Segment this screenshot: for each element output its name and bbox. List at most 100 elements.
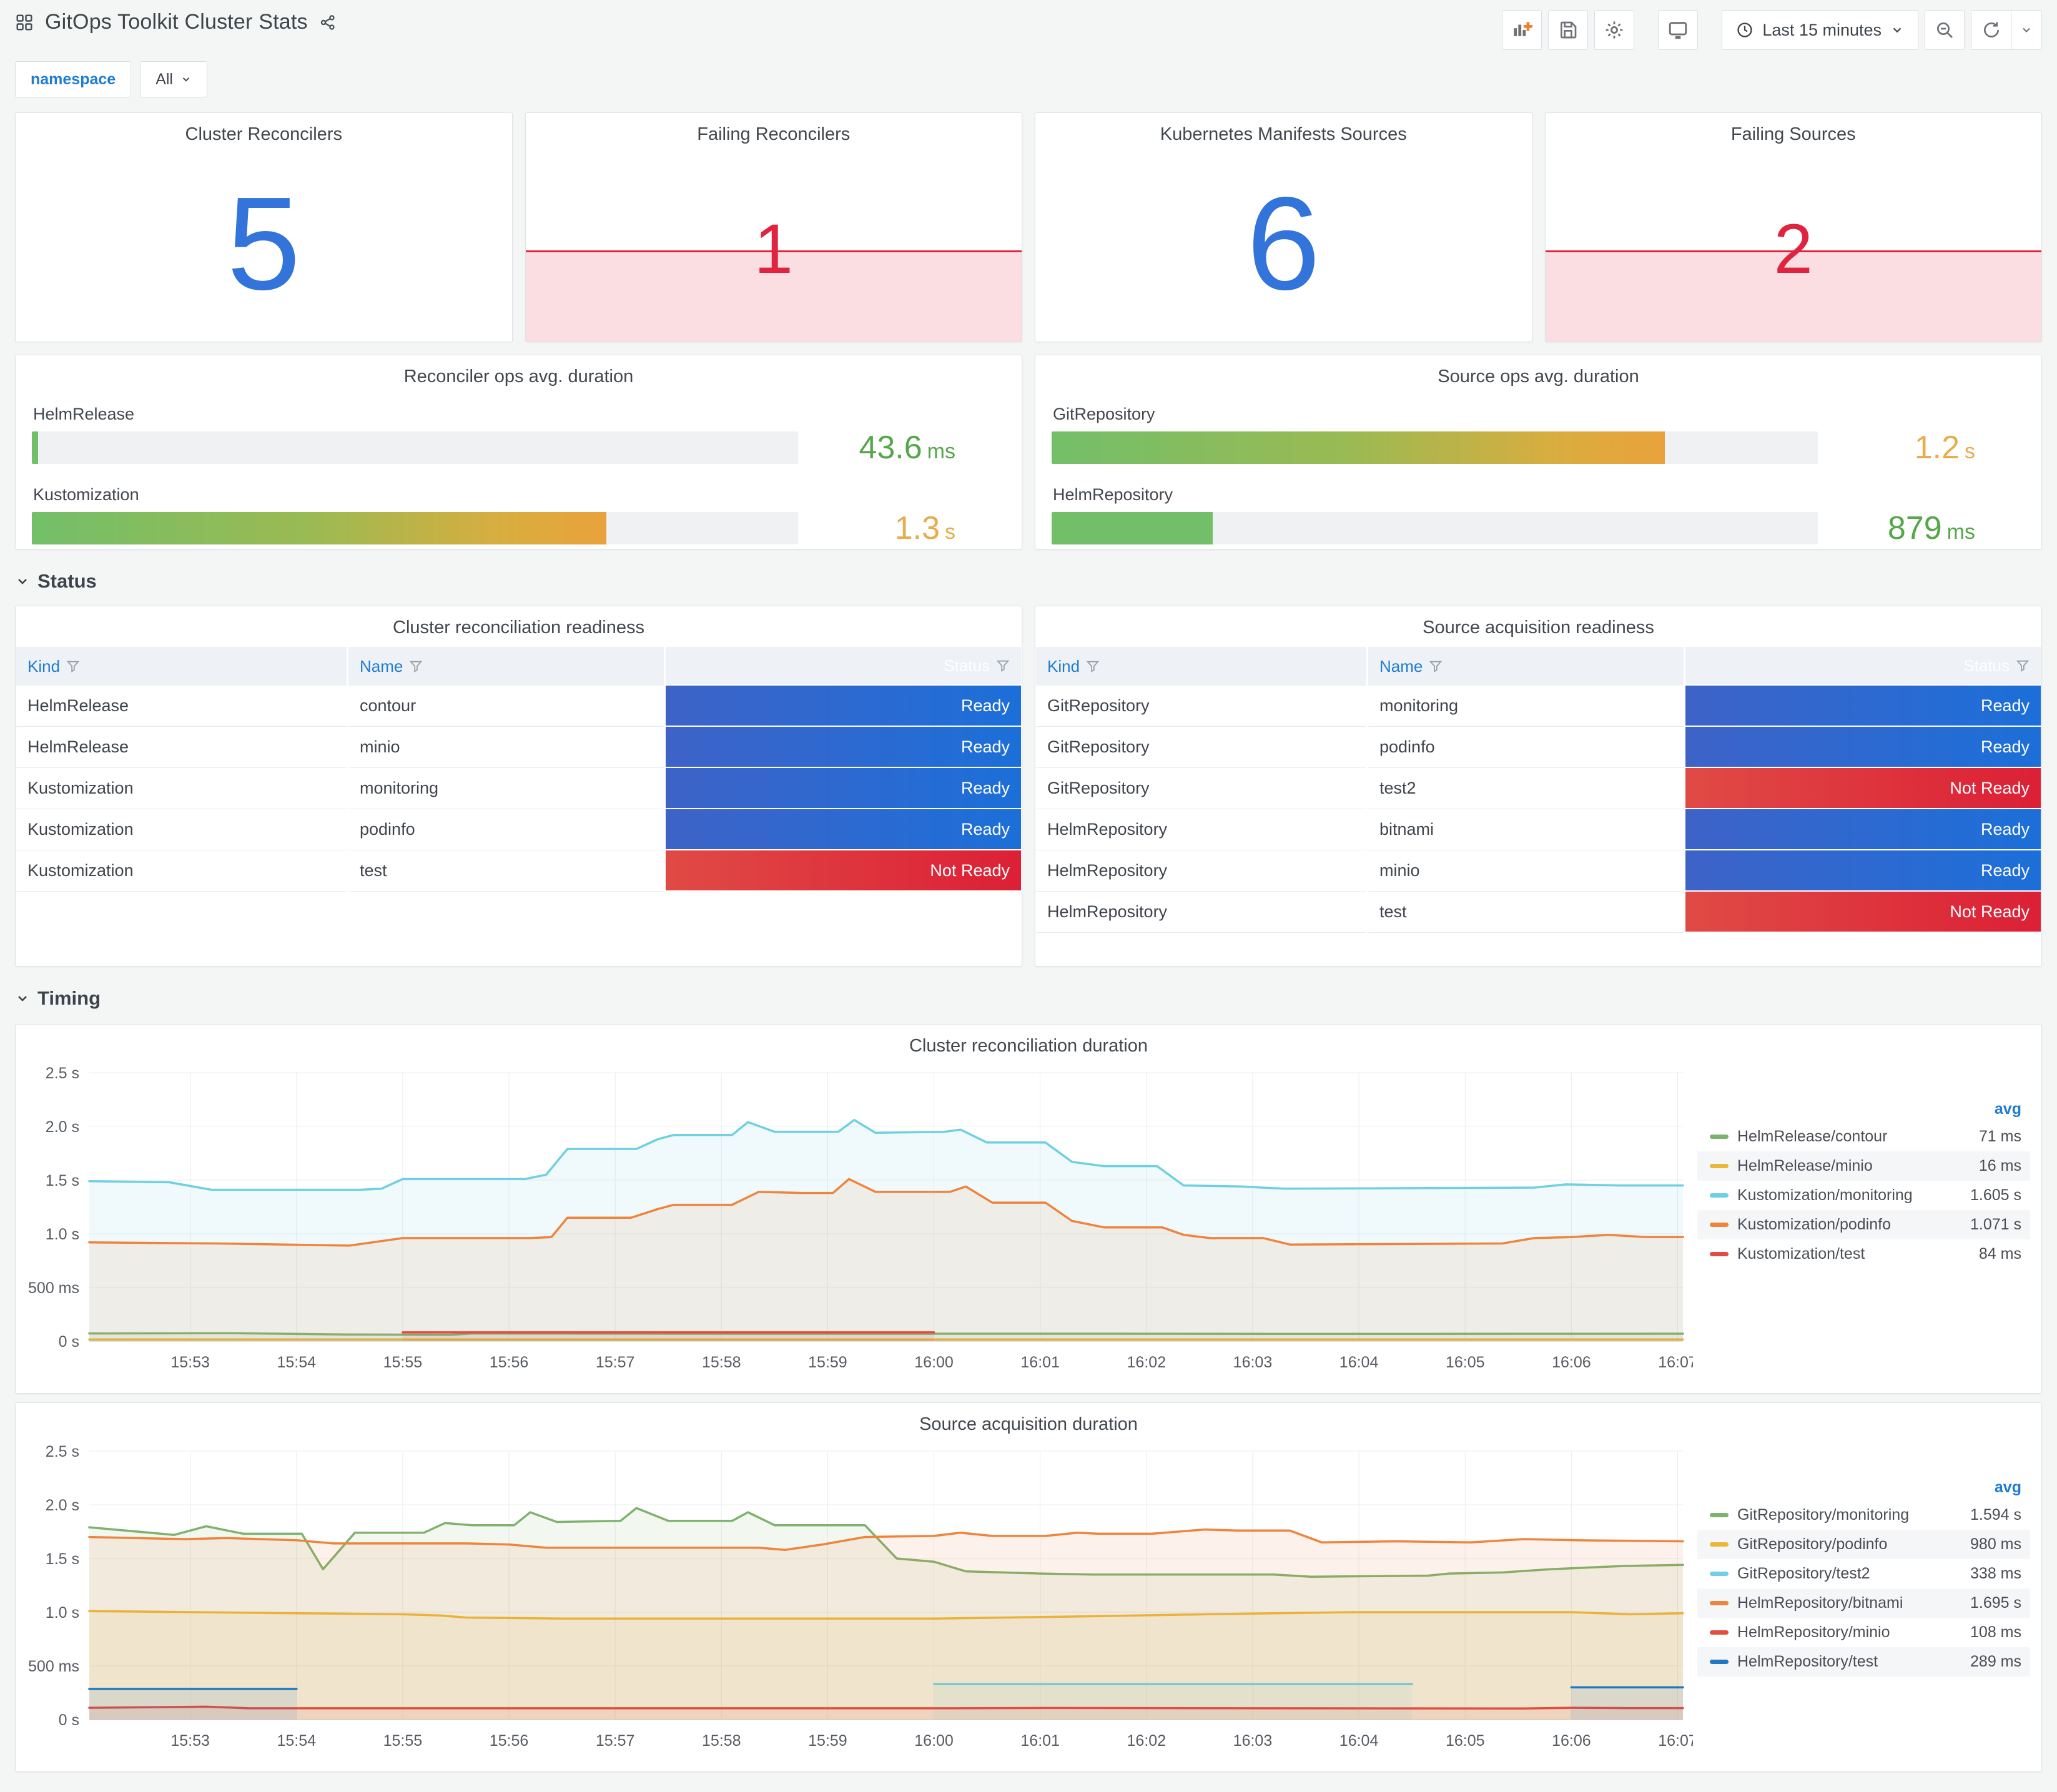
namespace-filter-selected: All [155,70,173,88]
table-row: GitRepository monitoring Ready [1036,686,2041,727]
legend-series-avg: 1.071 s [1970,1216,2021,1233]
column-header-label: Status [1963,656,2010,675]
legend-avg-header[interactable]: avg [1994,1479,2021,1496]
chart-plot-area[interactable]: 0 s 500 ms 1.0 s 1.5 s 2.0 s 2.5 s 15:53 15:54 1… [19,1436,1697,1759]
settings-button[interactable] [1594,10,1635,50]
legend-item[interactable]: GitRepository/monitoring 1.594 s [1697,1500,2030,1530]
svg-text:16:04: 16:04 [1339,1732,1379,1750]
stat-threshold-line [525,250,1022,252]
stat-panel-title[interactable]: Failing Reconcilers [697,124,851,144]
column-header-status[interactable]: Status [1685,647,2041,686]
legend-item[interactable]: HelmRelease/contour 71 ms [1697,1122,2030,1151]
legend-item[interactable]: GitRepository/podinfo 980 ms [1697,1530,2030,1559]
legend-item[interactable]: Kustomization/test 84 ms [1697,1239,2030,1269]
cell-kind: HelmRelease [16,686,347,727]
column-header-name[interactable]: Name [1368,647,1684,686]
chart-plot-area[interactable]: 0 s 500 ms 1.0 s 1.5 s 2.0 s 2.5 s 15:53 15:54 1… [19,1058,1697,1381]
svg-text:16:00: 16:00 [914,1732,954,1750]
table-panel: Source acquisition readiness Kind Name Stat… [1035,606,2042,967]
svg-text:0 s: 0 s [59,1711,79,1729]
cell-name: monitoring [1368,686,1684,727]
table-row: Kustomization podinfo Ready [16,809,1021,850]
column-header-kind[interactable]: Kind [16,647,347,686]
bargauge-label: Kustomization [33,485,139,504]
bargauge-value: 879 ms [1818,510,2025,547]
filter-funnel-icon[interactable] [66,659,80,673]
table-row: Kustomization test Not Ready [16,850,1021,892]
bargauge-label: HelmRepository [1053,485,1173,504]
share-icon[interactable] [319,14,337,31]
bargauge-line: 1.2 s [1052,429,2025,466]
bargauge-line: 43.6 ms [32,429,1005,466]
chart-legend: avg GitRepository/monitoring 1.594 s GitRep… [1697,1436,2038,1759]
dashboard-grid-icon[interactable] [15,13,34,32]
save-dashboard-button[interactable] [1548,10,1589,50]
svg-text:16:04: 16:04 [1339,1354,1379,1371]
bargauge-line: 1.3 s [32,510,1005,547]
tv-mode-button[interactable] [1658,10,1699,50]
filter-funnel-icon[interactable] [409,659,423,673]
section-timing[interactable]: Timing [15,982,2042,1015]
bargauge-panel-title[interactable]: Reconciler ops avg. duration [403,367,634,386]
legend-series-name: HelmRepository/bitnami [1737,1594,1903,1612]
legend-item[interactable]: Kustomization/podinfo 1.071 s [1697,1210,2030,1239]
clock-icon [1736,21,1754,39]
section-status[interactable]: Status [15,564,2042,598]
column-header-name[interactable]: Name [348,647,664,686]
bargauge-value-number: 1.3 [894,510,940,546]
bargauge-row: HelmRepository 879 ms [1052,485,2025,547]
top-bar: GitOps Toolkit Cluster Stats Last 15 min… [0,0,2057,52]
svg-text:16:01: 16:01 [1020,1732,1060,1750]
table-row: HelmRelease minio Ready [16,727,1021,768]
svg-text:15:54: 15:54 [277,1354,316,1371]
filter-funnel-icon[interactable] [2016,659,2030,672]
bargauge-fill [32,431,38,464]
bargauge-value-unit: ms [1946,520,1975,544]
stat-panel-title[interactable]: Cluster Reconcilers [185,124,342,144]
svg-text:500 ms: 500 ms [28,1279,79,1297]
filter-funnel-icon[interactable] [1429,659,1443,673]
bargauge-fill [1052,512,1213,544]
cell-name: minio [348,727,664,768]
svg-text:16:00: 16:00 [914,1354,954,1371]
svg-text:16:07: 16:07 [1658,1354,1693,1371]
legend-item[interactable]: HelmRelease/minio 16 ms [1697,1151,2030,1181]
refresh-interval-dropdown[interactable] [2011,11,2041,49]
table-panel-title[interactable]: Source acquisition readiness [1423,618,1654,638]
cell-kind: Kustomization [16,809,347,850]
namespace-filter-value[interactable]: All [140,61,207,97]
stat-panel-title[interactable]: Failing Sources [1730,124,1856,144]
column-header-kind[interactable]: Kind [1036,647,1366,686]
chart-title[interactable]: Source acquisition duration [919,1414,1138,1434]
legend-item[interactable]: Kustomization/monitoring 1.605 s [1697,1181,2030,1210]
cell-kind: Kustomization [16,850,347,892]
column-header-status[interactable]: Status [665,647,1021,686]
namespace-filter-label[interactable]: namespace [15,61,132,97]
table-header-row: Kind Name Status [16,647,1021,686]
cell-kind: HelmRepository [1036,850,1366,892]
add-panel-button[interactable] [1502,10,1542,50]
svg-text:15:59: 15:59 [808,1354,847,1371]
legend-item[interactable]: HelmRepository/minio 108 ms [1697,1618,2030,1647]
svg-text:15:54: 15:54 [277,1732,316,1750]
legend-item[interactable]: HelmRepository/test 289 ms [1697,1647,2030,1676]
table-row: HelmRepository bitnami Ready [1036,809,2041,850]
timeseries-svg: 0 s 500 ms 1.0 s 1.5 s 2.0 s 2.5 s 15:53 15:54 1… [28,1065,1697,1371]
filter-funnel-icon[interactable] [1086,659,1100,673]
svg-text:1.5 s: 1.5 s [46,1172,79,1189]
bargauge-track [32,431,798,464]
legend-series-avg: 71 ms [1978,1128,2021,1145]
legend-series-avg: 108 ms [1970,1623,2021,1641]
time-range-picker[interactable]: Last 15 minutes [1722,10,1918,50]
zoom-out-button[interactable] [1925,10,1965,50]
legend-item[interactable]: GitRepository/test2 338 ms [1697,1559,2030,1588]
stat-panel-title[interactable]: Kubernetes Manifests Sources [1160,124,1407,144]
legend-item[interactable]: HelmRepository/bitnami 1.695 s [1697,1588,2030,1618]
filter-funnel-icon[interactable] [996,659,1010,672]
table-panel-title[interactable]: Cluster reconciliation readiness [393,618,644,638]
bargauge-panel-title[interactable]: Source ops avg. duration [1438,367,1639,386]
section-status-label: Status [37,570,97,592]
chart-title[interactable]: Cluster reconciliation duration [909,1036,1148,1056]
refresh-button[interactable] [1971,11,2011,49]
legend-avg-header[interactable]: avg [1994,1100,2021,1118]
